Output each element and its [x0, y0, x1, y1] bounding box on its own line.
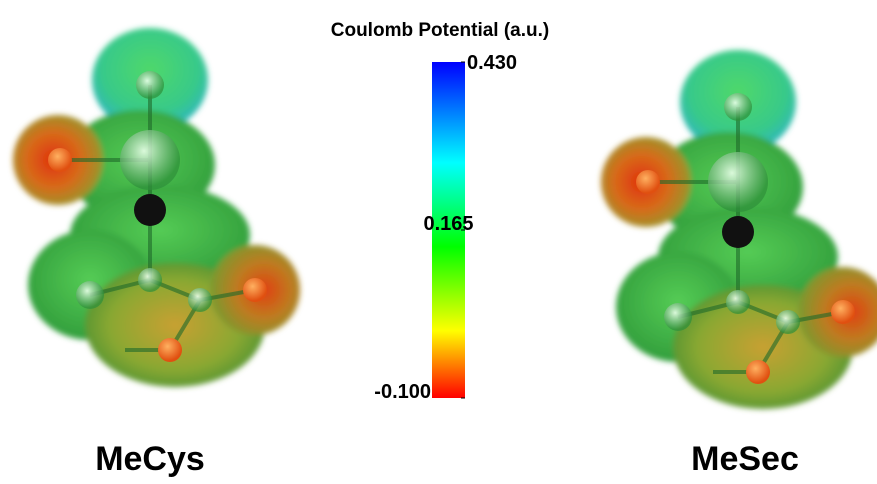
molecule-surface [13, 28, 300, 387]
molecule-label: MeCys [95, 440, 205, 478]
colorbar-title: Coulomb Potential (a.u.) [331, 20, 550, 41]
figure: Coulomb Potential (a.u.) MeCys MeSec 0.4… [0, 0, 877, 484]
molecule-surface [601, 50, 877, 409]
colorbar-tick-label: 0.430 [467, 52, 517, 74]
colorbar-tick-label: 0.165 [423, 213, 473, 235]
molecule-label: MeSec [691, 440, 799, 478]
colorbar-tick-label: -0.100 [374, 381, 431, 403]
